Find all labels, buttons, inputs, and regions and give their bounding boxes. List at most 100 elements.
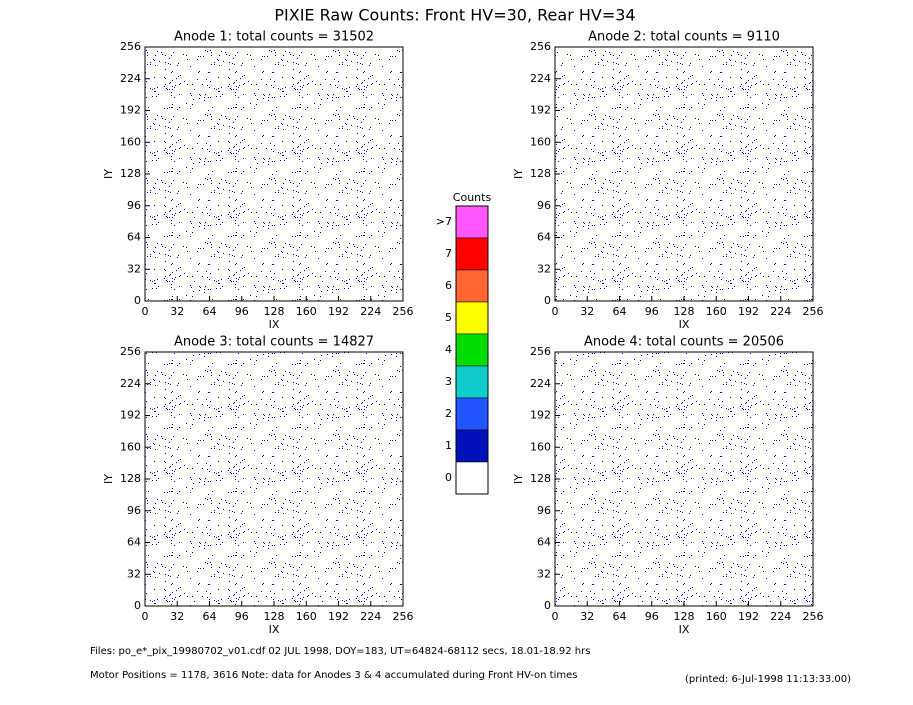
x-tick-label: 96 (235, 610, 249, 623)
colorbar-swatch (455, 461, 489, 495)
colorbar-label: 3 (445, 375, 452, 388)
y-tick-label: 224 (530, 377, 551, 390)
footer-files: Files: po_e*_pix_19980702_v01.cdf 02 JUL… (90, 646, 590, 657)
y-tick-label: 96 (537, 504, 551, 517)
panel-title: Anode 3: total counts = 14827 (174, 335, 374, 350)
x-tick-label: 256 (393, 305, 414, 318)
y-tick-label: 256 (530, 345, 551, 358)
y-tick-label: 64 (537, 536, 551, 549)
y-tick-label: 0 (134, 599, 141, 612)
y-tick-label: 128 (530, 472, 551, 485)
y-tick-label: 192 (120, 409, 141, 422)
x-tick-label: 128 (674, 305, 695, 318)
y-tick-label: 128 (530, 167, 551, 180)
x-axis-label: IX (269, 318, 280, 331)
y-tick-label: 192 (120, 104, 141, 117)
heatmap-image (145, 47, 403, 301)
colorbar-label: 6 (445, 279, 452, 292)
x-tick-label: 64 (613, 305, 627, 318)
colorbar-swatch (455, 365, 489, 399)
y-tick-label: 32 (127, 567, 141, 580)
panel-title: Anode 4: total counts = 20506 (584, 335, 784, 350)
heatmap-image (145, 352, 403, 606)
y-axis-label: IY (512, 169, 525, 179)
x-tick-label: 32 (170, 305, 184, 318)
y-tick-label: 256 (120, 345, 141, 358)
x-tick-label: 64 (613, 610, 627, 623)
colorbar-label: 2 (445, 407, 452, 420)
y-tick-label: 192 (530, 409, 551, 422)
colorbar-swatch (455, 237, 489, 271)
colorbar-swatch (455, 205, 489, 239)
colorbar-swatch (455, 333, 489, 367)
y-tick-label: 0 (544, 294, 551, 307)
x-tick-label: 96 (645, 305, 659, 318)
colorbar-title: Counts (453, 191, 492, 204)
colorbar-label: 7 (445, 247, 452, 260)
x-tick-label: 192 (738, 610, 759, 623)
x-tick-label: 224 (770, 305, 791, 318)
colorbar-frame (455, 205, 489, 495)
colorbar-swatch (455, 397, 489, 431)
footer-printed: (printed: 6-Jul-1998 11:13:33.00) (685, 674, 851, 685)
x-tick-label: 96 (235, 305, 249, 318)
y-axis-label: IY (102, 169, 115, 179)
x-tick-label: 160 (706, 610, 727, 623)
x-tick-label: 32 (580, 305, 594, 318)
x-axis-label: IX (679, 318, 690, 331)
colorbar-label: 0 (445, 471, 452, 484)
x-tick-label: 192 (738, 305, 759, 318)
colorbar-swatch (455, 429, 489, 463)
x-tick-label: 160 (296, 305, 317, 318)
x-tick-label: 0 (142, 610, 149, 623)
colorbar-label: 5 (445, 311, 452, 324)
y-tick-label: 160 (530, 440, 551, 453)
y-tick-label: 64 (537, 231, 551, 244)
x-tick-label: 128 (264, 305, 285, 318)
y-axis-label: IY (102, 474, 115, 484)
figure-title: PIXIE Raw Counts: Front HV=30, Rear HV=3… (274, 6, 635, 25)
x-tick-label: 128 (264, 610, 285, 623)
x-tick-label: 160 (296, 610, 317, 623)
x-tick-label: 224 (360, 305, 381, 318)
y-tick-label: 192 (530, 104, 551, 117)
y-tick-label: 96 (127, 199, 141, 212)
y-tick-label: 0 (134, 294, 141, 307)
y-tick-label: 96 (127, 504, 141, 517)
y-tick-label: 32 (537, 567, 551, 580)
heatmap-image (555, 47, 813, 301)
colorbar-label: >7 (436, 215, 452, 228)
y-tick-label: 160 (530, 135, 551, 148)
y-tick-label: 224 (120, 72, 141, 85)
y-tick-label: 32 (537, 262, 551, 275)
x-tick-label: 0 (552, 305, 559, 318)
y-tick-label: 64 (127, 231, 141, 244)
y-tick-label: 160 (120, 135, 141, 148)
x-tick-label: 256 (803, 305, 824, 318)
x-tick-label: 192 (328, 610, 349, 623)
x-tick-label: 256 (803, 610, 824, 623)
x-tick-label: 64 (203, 305, 217, 318)
x-tick-label: 32 (170, 610, 184, 623)
x-tick-label: 0 (142, 305, 149, 318)
y-tick-label: 128 (120, 472, 141, 485)
x-tick-label: 128 (674, 610, 695, 623)
x-tick-label: 224 (360, 610, 381, 623)
x-tick-label: 256 (393, 610, 414, 623)
y-axis-label: IY (512, 474, 525, 484)
x-axis-label: IX (269, 623, 280, 636)
colorbar-label: 1 (445, 439, 452, 452)
panel-title: Anode 2: total counts = 9110 (588, 30, 780, 45)
colorbar-swatch (455, 269, 489, 303)
y-tick-label: 128 (120, 167, 141, 180)
y-tick-label: 256 (530, 40, 551, 53)
y-tick-label: 224 (530, 72, 551, 85)
panel-title: Anode 1: total counts = 31502 (174, 30, 374, 45)
x-tick-label: 224 (770, 610, 791, 623)
x-tick-label: 96 (645, 610, 659, 623)
x-tick-label: 0 (552, 610, 559, 623)
y-tick-label: 160 (120, 440, 141, 453)
x-tick-label: 160 (706, 305, 727, 318)
y-tick-label: 0 (544, 599, 551, 612)
